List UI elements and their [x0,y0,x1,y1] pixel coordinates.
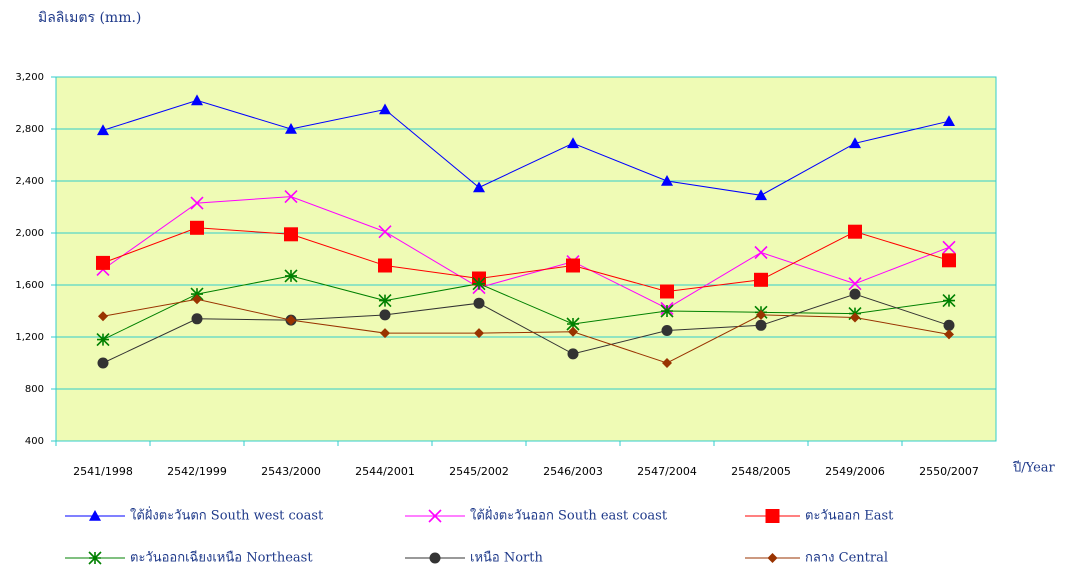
marker [765,509,780,523]
legend-label: ตะวันออก East [805,509,894,524]
series-line [102,99,950,196]
marker [190,196,204,210]
marker [379,103,391,115]
marker [286,315,296,326]
marker [661,325,673,336]
y-tick-label: 800 [25,384,44,395]
marker [568,326,578,337]
legend-label: ใต้ฝั่งตะวันออก South east coast [470,507,668,524]
x-tick-label: 2548/2005 [731,465,791,478]
marker [942,294,956,308]
marker [192,294,202,305]
x-axis-label: ปี/Year [1012,460,1056,476]
marker [378,225,392,239]
x-tick-label: 2550/2007 [919,465,979,478]
marker [943,319,955,331]
marker [285,123,297,134]
y-tick-label: 3,200 [15,72,44,83]
y-axis-label: มิลลิเมตร (mm.) [38,10,141,26]
marker [756,309,766,320]
legend-label: ใต้ฝั่งตะวันตก South west coast [130,507,324,524]
marker [284,190,298,204]
marker [96,333,110,347]
marker [380,328,390,339]
marker [849,137,861,149]
x-tick-label: 2543/2000 [261,465,321,478]
marker [97,124,109,136]
marker [660,304,674,318]
y-tick-label: 2,800 [15,124,44,135]
marker [848,277,862,291]
marker [472,277,486,291]
marker [190,220,204,235]
x-tick-label: 2544/2001 [355,465,415,478]
marker [191,313,203,325]
x-tick-label: 2546/2003 [543,465,603,478]
marker [88,551,102,565]
marker [379,309,391,321]
series-line [102,275,950,341]
marker [284,227,298,242]
marker [190,287,204,301]
x-tick-label: 2542/1999 [167,465,227,478]
marker [660,284,674,299]
marker [942,253,956,268]
legend-label: กลาง Central [805,551,888,566]
marker [848,224,862,239]
marker [767,553,778,563]
marker [944,329,954,340]
marker [755,319,767,331]
x-tick-label: 2545/2002 [449,465,509,478]
x-tick-label: 2549/2006 [825,465,885,478]
series-line [102,293,950,364]
marker [473,297,485,309]
series-line [102,196,950,309]
marker [850,312,860,323]
marker [98,311,108,322]
marker [378,258,392,273]
marker [755,189,767,201]
marker [96,255,110,270]
marker [474,328,484,339]
y-tick-label: 400 [25,436,44,447]
y-tick-label: 1,200 [15,332,44,343]
marker [567,348,579,360]
marker [97,357,109,369]
marker [567,137,579,149]
y-tick-label: 2,400 [15,176,44,187]
marker [754,272,768,287]
marker [566,258,580,273]
series-line [102,227,950,293]
marker [849,288,861,300]
marker [662,358,672,368]
marker [661,175,673,186]
series-line [102,298,950,364]
legend-label: เหนือ North [470,550,543,566]
marker [429,552,441,564]
marker [943,115,955,126]
x-tick-label: 2541/1998 [73,465,133,478]
marker [566,317,580,331]
marker [284,269,298,283]
y-tick-label: 1,600 [15,280,44,291]
marker [89,510,101,521]
marker [473,181,485,193]
marker [942,240,956,254]
marker [754,245,768,260]
marker [191,94,203,106]
x-tick-label: 2547/2004 [637,465,697,478]
plot-area [55,76,997,442]
legend-label: ตะวันออกเฉียงเหนือ Northeast [130,550,313,566]
marker [378,294,392,308]
marker [428,509,442,523]
y-tick-label: 2,000 [15,228,44,239]
